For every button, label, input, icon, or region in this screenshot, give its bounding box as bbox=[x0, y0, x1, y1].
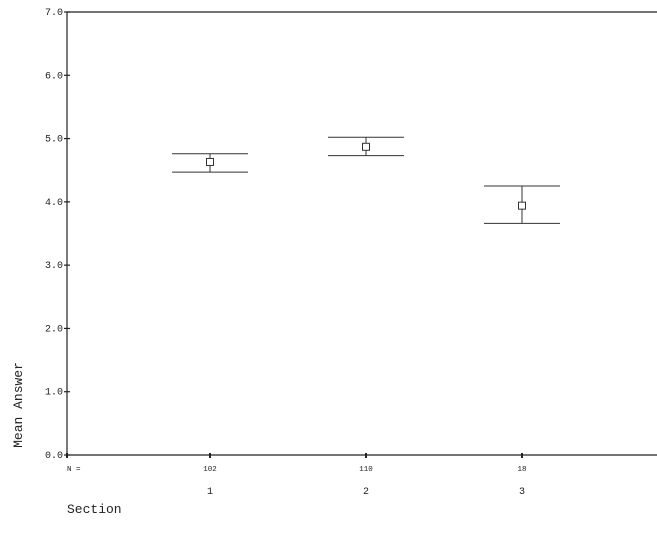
y-tick-label-4: 4.0 bbox=[45, 198, 63, 209]
mean-marker-2 bbox=[362, 142, 370, 151]
n-count-label-2: 18 bbox=[517, 466, 526, 474]
mean-marker-3 bbox=[518, 201, 526, 210]
mean-marker-1 bbox=[206, 157, 214, 166]
y-tick-label-7: 7.0 bbox=[45, 8, 63, 19]
y-axis-ticks: 0.0 1.0 2.0 3.0 4.0 5.0 6.0 7.0 bbox=[45, 8, 70, 462]
y-tick-label-6: 6.0 bbox=[45, 71, 63, 82]
x-axis-title: Section bbox=[67, 502, 122, 517]
x-tick-label-1: 2 bbox=[363, 487, 369, 498]
y-tick-label-0: 0.0 bbox=[45, 451, 63, 462]
error-bar-2 bbox=[328, 136, 404, 157]
y-tick-label-5: 5.0 bbox=[45, 135, 63, 146]
y-tick-label-3: 3.0 bbox=[45, 261, 63, 272]
x-tick-label-2: 3 bbox=[519, 487, 525, 498]
n-count-label-0: 102 bbox=[203, 466, 217, 474]
n-prefix-label: N = bbox=[67, 466, 81, 474]
y-tick-label-2: 2.0 bbox=[45, 324, 63, 335]
x-axis-ticks: 102 1 110 2 18 3 bbox=[66, 453, 527, 498]
n-count-label-1: 110 bbox=[359, 466, 373, 474]
plot-frame bbox=[66, 11, 657, 456]
y-tick-label-1: 1.0 bbox=[45, 388, 63, 399]
error-bars bbox=[172, 136, 560, 224]
x-tick-label-0: 1 bbox=[207, 487, 213, 498]
error-bar-3 bbox=[484, 185, 560, 224]
error-bar-1 bbox=[172, 153, 248, 173]
y-axis-title: Mean Answer bbox=[11, 362, 26, 448]
